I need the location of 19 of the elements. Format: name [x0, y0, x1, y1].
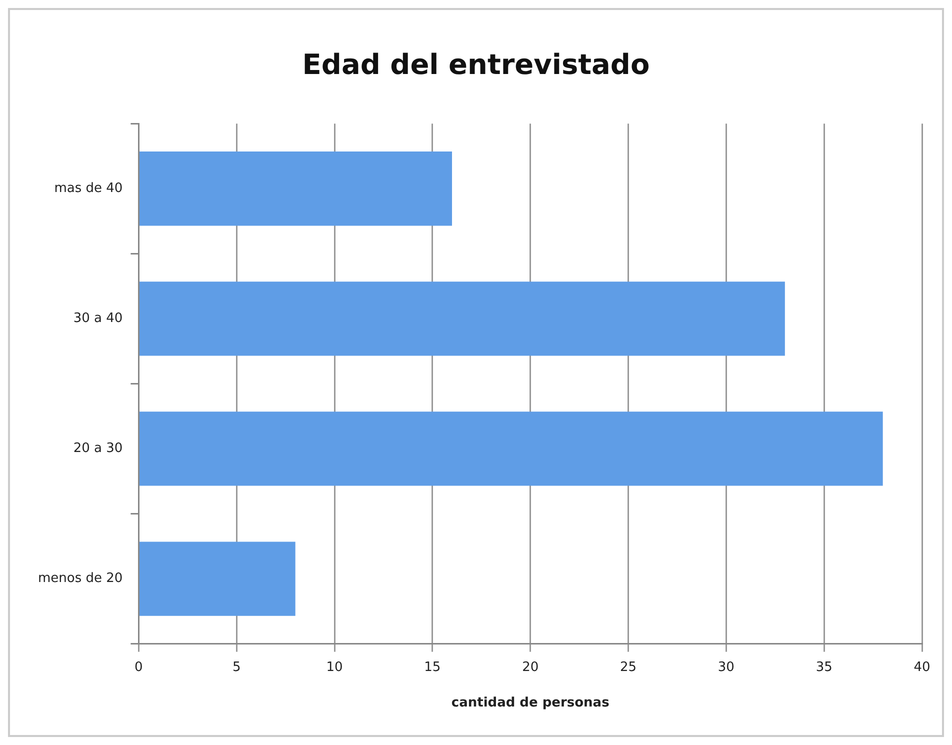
y-tick-label: mas de 40	[54, 181, 123, 196]
y-tick-label: 20 a 30	[73, 441, 123, 456]
x-tick-label: 20	[522, 660, 539, 675]
bar	[139, 542, 296, 616]
x-tick-label: 5	[232, 660, 241, 675]
x-tick-label: 30	[718, 660, 734, 675]
bar	[139, 152, 452, 226]
x-tick-label: 35	[816, 660, 832, 675]
x-tick-label: 25	[620, 660, 637, 675]
y-tick-label: menos de 20	[38, 571, 123, 586]
chart-title: Edad del entrevistado	[302, 48, 650, 82]
x-axis-title: cantidad de personas	[451, 696, 610, 711]
x-tick-label: 0	[134, 660, 143, 675]
x-tick-label: 40	[914, 660, 930, 675]
bar	[139, 282, 785, 356]
bar	[139, 412, 883, 486]
x-tick-label: 15	[424, 660, 441, 675]
x-tick-label: 10	[326, 660, 343, 675]
y-tick-label: 30 a 40	[73, 311, 123, 326]
